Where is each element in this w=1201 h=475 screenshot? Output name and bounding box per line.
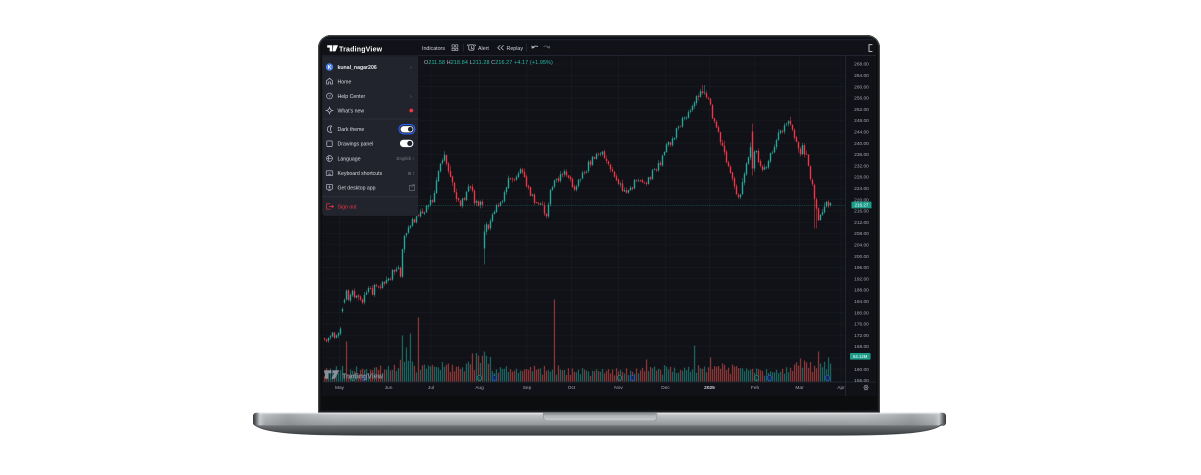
- svg-text:D: D: [493, 376, 496, 380]
- svg-text:Language: Language: [338, 156, 361, 162]
- svg-text:May: May: [335, 385, 345, 391]
- svg-text:Nov: Nov: [614, 385, 623, 391]
- svg-text:Jun: Jun: [385, 385, 393, 391]
- svg-text:224.00: 224.00: [854, 186, 869, 192]
- svg-text:172.00: 172.00: [854, 332, 869, 338]
- svg-text:Feb: Feb: [751, 385, 760, 391]
- svg-text:E: E: [352, 376, 354, 380]
- svg-text:Get desktop app: Get desktop app: [338, 185, 376, 191]
- svg-text:244.00: 244.00: [854, 129, 869, 135]
- svg-text:Oct: Oct: [568, 385, 576, 391]
- svg-text:176.00: 176.00: [854, 321, 869, 327]
- svg-text:192.00: 192.00: [854, 276, 869, 282]
- svg-text:Keyboard shortcuts: Keyboard shortcuts: [338, 171, 383, 177]
- svg-text:D: D: [826, 376, 829, 380]
- svg-text:Alert: Alert: [478, 45, 489, 51]
- svg-text:64.12M: 64.12M: [853, 353, 868, 358]
- svg-text:196.00: 196.00: [854, 265, 869, 271]
- svg-text:Dark theme: Dark theme: [338, 127, 365, 133]
- svg-text:256.00: 256.00: [854, 95, 869, 101]
- svg-text:TradingView: TradingView: [339, 46, 383, 53]
- svg-text:E: E: [478, 376, 480, 380]
- svg-text:D: D: [768, 376, 771, 380]
- svg-text:Apr: Apr: [837, 385, 845, 391]
- svg-text:160.00: 160.00: [854, 366, 869, 372]
- svg-text:220.00: 220.00: [854, 197, 869, 203]
- svg-text:K: K: [328, 64, 332, 70]
- svg-text:O211.58 H218.84 L211.28 C216.2: O211.58 H218.84 L211.28 C216.27 +4.17 (+…: [424, 59, 553, 65]
- svg-text:›: ›: [410, 64, 412, 70]
- svg-text:Help Center: Help Center: [338, 93, 366, 99]
- svg-text:248.00: 248.00: [854, 118, 869, 124]
- svg-text:240.00: 240.00: [854, 140, 869, 146]
- svg-text:264.00: 264.00: [854, 73, 869, 79]
- svg-text:268.00: 268.00: [854, 61, 869, 67]
- svg-text:216.00: 216.00: [854, 208, 869, 214]
- svg-text:2025: 2025: [704, 385, 715, 391]
- svg-text:Sign out: Sign out: [338, 204, 358, 210]
- svg-text:Dec: Dec: [661, 385, 670, 391]
- svg-text:kunal_nagar206: kunal_nagar206: [338, 64, 377, 70]
- svg-text:Indicators: Indicators: [422, 45, 445, 51]
- svg-text:English ›: English ›: [396, 156, 414, 161]
- svg-text:Mar: Mar: [795, 385, 804, 391]
- svg-text:?: ?: [328, 93, 331, 98]
- svg-text:D: D: [363, 376, 366, 380]
- svg-text:Replay: Replay: [507, 45, 524, 51]
- svg-text:228.00: 228.00: [854, 174, 869, 180]
- svg-text:Sep: Sep: [523, 385, 532, 391]
- svg-text:260.00: 260.00: [854, 84, 869, 90]
- svg-text:184.00: 184.00: [854, 299, 869, 305]
- svg-text:188.00: 188.00: [854, 287, 869, 293]
- svg-text:Drawings panel: Drawings panel: [338, 141, 374, 147]
- svg-text:200.00: 200.00: [854, 253, 869, 259]
- svg-text:TradingView: TradingView: [342, 373, 384, 380]
- svg-text:Jul: Jul: [428, 385, 434, 391]
- svg-text:What's new: What's new: [338, 108, 365, 114]
- svg-text:⌘ /: ⌘ /: [407, 170, 414, 175]
- svg-text:232.00: 232.00: [854, 163, 869, 169]
- svg-text:Home: Home: [338, 79, 352, 85]
- svg-text:236.00: 236.00: [854, 152, 869, 158]
- svg-text:Aug: Aug: [475, 385, 484, 391]
- svg-text:208.00: 208.00: [854, 231, 869, 237]
- svg-text:156.00: 156.00: [854, 378, 869, 384]
- svg-text:E: E: [755, 376, 757, 380]
- svg-text:212.00: 212.00: [854, 219, 869, 225]
- svg-text:D: D: [631, 376, 634, 380]
- svg-text:180.00: 180.00: [854, 310, 869, 316]
- svg-text:168.00: 168.00: [854, 344, 869, 350]
- svg-text:204.00: 204.00: [854, 242, 869, 248]
- svg-text:252.00: 252.00: [854, 106, 869, 112]
- svg-text:›: ›: [410, 93, 412, 99]
- svg-text:E: E: [618, 376, 620, 380]
- svg-text:216.27: 216.27: [855, 202, 869, 207]
